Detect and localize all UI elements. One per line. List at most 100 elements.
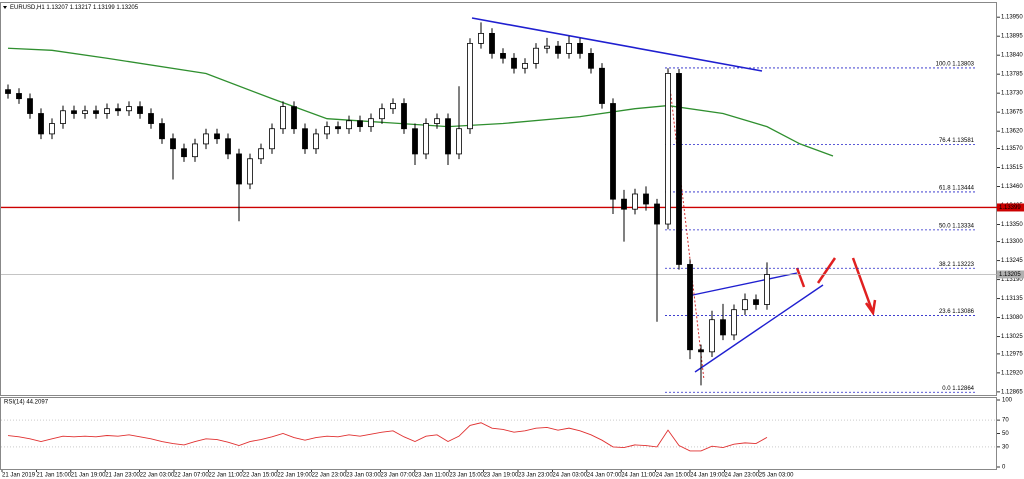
fib-label: 76.4 1.13581 (939, 138, 975, 144)
y-tick-label: 1.12975 (1001, 351, 1023, 357)
candle-body (434, 118, 440, 124)
y-tick-label: 1.13950 (1001, 15, 1023, 21)
candle-body (5, 89, 11, 94)
y-tick-label: 1.13515 (1001, 165, 1023, 171)
rsi-title: RSI(14) 44.2097 (4, 400, 49, 406)
candle-body (192, 143, 198, 158)
fib-label: 100.0 1.13803 (936, 62, 975, 68)
x-tick-label: 22 Jan 11:00 (208, 473, 243, 479)
x-tick-label: 22 Jan 23:00 (312, 473, 347, 479)
rsi-tick-label: 50 (1002, 431, 1009, 437)
candle-body (16, 93, 22, 100)
candle-body (412, 128, 418, 155)
y-tick-label: 1.13460 (1001, 184, 1023, 190)
candle-body (588, 53, 594, 69)
fib-label: 61.8 1.13444 (939, 185, 975, 191)
candle-body (159, 123, 165, 140)
candle-body (489, 32, 495, 54)
candle-body (335, 126, 341, 130)
moving-average (7, 47, 834, 157)
candle-body (764, 274, 770, 305)
candle-body (280, 106, 286, 130)
candle-body (390, 103, 396, 110)
x-tick-label: 23 Jan 15:00 (449, 473, 484, 479)
channel-upper (687, 272, 798, 297)
x-tick-label: 23 Jan 23:00 (518, 473, 553, 479)
arrow-stroke (816, 257, 837, 284)
candle-body (302, 128, 308, 150)
x-tick-label: 22 Jan 07:00 (174, 473, 209, 479)
arrow-down (851, 257, 877, 317)
x-tick-label: 25 Jan 03:00 (759, 473, 794, 479)
y-tick-label: 1.12920 (1001, 370, 1023, 376)
y-tick-label: 1.13300 (1001, 239, 1023, 245)
y-tick-label: 1.13190 (1001, 277, 1023, 283)
rsi-tick-label: 30 (1002, 444, 1009, 450)
fib-label: 23.6 1.13086 (939, 309, 975, 315)
x-tick-label: 21 Jan 23:00 (105, 473, 140, 479)
candle-body (148, 113, 154, 124)
candle-body (676, 73, 682, 265)
candle-body (555, 45, 561, 54)
candle-body (577, 43, 583, 54)
x-tick-label: 21 Jan 19:00 (71, 473, 106, 479)
candle-body (104, 108, 110, 114)
x-tick-label: 21 Jan 15:00 (36, 473, 71, 479)
candle-body (456, 128, 462, 155)
y-tick-label: 1.13620 (1001, 129, 1023, 135)
candle-body (423, 123, 429, 155)
candle-body (170, 138, 176, 150)
y-tick-label: 1.13135 (1001, 296, 1023, 302)
rsi-tick-label: 0 (1002, 465, 1006, 471)
candle-body (478, 32, 484, 44)
candle-body (621, 198, 627, 210)
x-tick-label: 22 Jan 19:00 (277, 473, 312, 479)
candle-body (632, 193, 638, 210)
candle-body (379, 108, 385, 120)
price-level-box (997, 270, 1024, 279)
y-tick-label: 1.13785 (1001, 72, 1023, 78)
x-tick-label: 23 Jan 07:00 (380, 473, 415, 479)
fib-anchor-line (667, 69, 705, 381)
candle-body (346, 120, 352, 130)
candle-body (566, 43, 572, 54)
y-tick-label: 1.12865 (1001, 389, 1023, 395)
candle-body (203, 133, 209, 145)
y-tick-label: 1.13895 (1001, 34, 1023, 40)
x-tick-label: 24 Jan 11:00 (621, 473, 656, 479)
candle-body (698, 349, 704, 353)
rsi-tick-label: 70 (1002, 418, 1009, 424)
y-tick-label: 1.13570 (1001, 146, 1023, 152)
candle-body (643, 193, 649, 205)
candle-body (654, 203, 660, 225)
candle-body (60, 110, 66, 124)
x-tick-label: 24 Jan 03:00 (552, 473, 587, 479)
candle-body (445, 118, 451, 155)
title-icon (3, 6, 7, 9)
candle-body (544, 45, 550, 49)
candle-body (687, 264, 693, 351)
fib-label: 38.2 1.13223 (939, 262, 975, 268)
x-tick-label: 22 Jan 03:00 (140, 473, 175, 479)
main-frame (0, 2, 997, 396)
candle-body (115, 108, 121, 112)
y-tick-label: 1.13730 (1001, 91, 1023, 97)
x-tick-label: 24 Jan 23:00 (724, 473, 759, 479)
candle-body (709, 319, 715, 353)
candle-body (258, 148, 264, 160)
candle-body (511, 57, 517, 69)
rsi-line (7, 422, 768, 452)
rsi-frame (0, 397, 997, 470)
x-tick-label: 22 Jan 15:00 (243, 473, 278, 479)
price-level-label: 1.13205 (999, 272, 1021, 278)
candle-body (225, 138, 231, 155)
candle-body (313, 133, 319, 150)
candle-body (214, 133, 220, 140)
x-tick-label: 23 Jan 19:00 (484, 473, 519, 479)
price-level-label: 1.13399 (999, 205, 1021, 211)
trend-line (471, 17, 763, 72)
x-tick-label: 21 Jan 2019 (2, 473, 36, 479)
candle-body (269, 128, 275, 150)
